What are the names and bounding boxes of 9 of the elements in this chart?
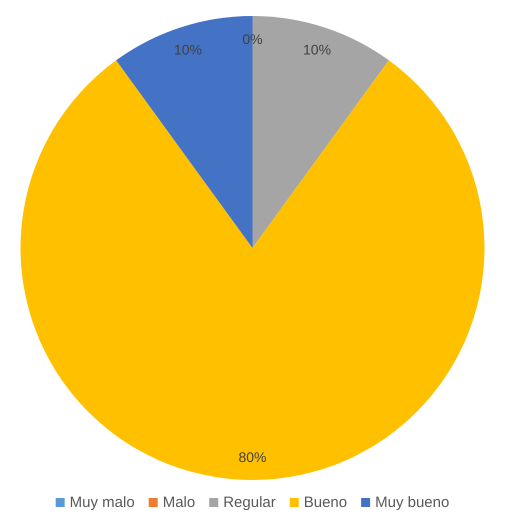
data-label: 10% xyxy=(303,41,332,58)
data-label: 80% xyxy=(238,448,267,465)
legend-label: Muy malo xyxy=(70,494,135,511)
data-label: 10% xyxy=(174,41,202,58)
legend-label: Bueno xyxy=(304,494,348,511)
text: 0% xyxy=(242,31,263,48)
legend-label: Malo xyxy=(162,494,196,511)
legend-label: Regular xyxy=(223,494,276,511)
legend-label: Muy bueno xyxy=(375,494,450,511)
